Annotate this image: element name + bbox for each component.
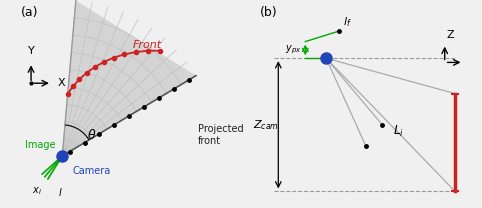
Text: (a): (a) bbox=[21, 6, 38, 19]
Text: Y: Y bbox=[27, 46, 34, 56]
Text: $x_i$: $x_i$ bbox=[32, 186, 42, 197]
Text: $l_f$: $l_f$ bbox=[343, 15, 351, 29]
Text: Image: Image bbox=[25, 140, 55, 150]
Text: (b): (b) bbox=[260, 6, 277, 19]
Polygon shape bbox=[62, 1, 196, 156]
Text: Front: Front bbox=[133, 40, 162, 50]
Text: Z: Z bbox=[447, 30, 455, 40]
Text: $y_{px}$: $y_{px}$ bbox=[285, 44, 301, 56]
Text: Projected
front: Projected front bbox=[198, 124, 244, 146]
Text: $Z_{cam}$: $Z_{cam}$ bbox=[253, 118, 279, 132]
Text: Camera: Camera bbox=[73, 166, 111, 176]
Text: X: X bbox=[58, 78, 66, 88]
Text: $\theta$: $\theta$ bbox=[87, 128, 96, 142]
Text: $L_i$: $L_i$ bbox=[393, 124, 404, 139]
Text: $l$: $l$ bbox=[58, 186, 63, 198]
